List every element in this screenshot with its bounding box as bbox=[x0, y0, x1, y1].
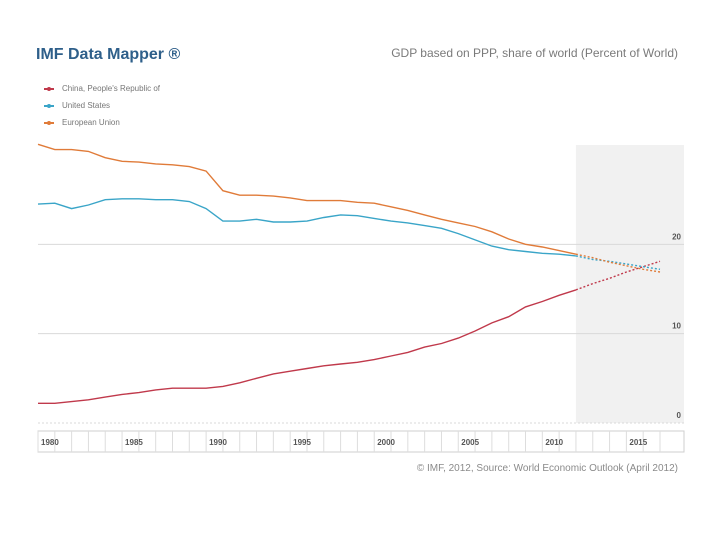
x-tick-label: 2000 bbox=[377, 438, 395, 447]
series-line-us bbox=[37, 198, 576, 257]
brand-title: IMF Data Mapper ® bbox=[36, 46, 181, 63]
projection-shade bbox=[575, 145, 684, 423]
x-tick-label: 2005 bbox=[461, 438, 479, 447]
chart-title: GDP based on PPP, share of world (Percen… bbox=[391, 46, 678, 60]
legend-item-eu[interactable]: European Union bbox=[44, 114, 160, 131]
legend-swatch-eu bbox=[44, 120, 54, 125]
y-tick-label: 10 bbox=[672, 322, 681, 331]
source-note: © IMF, 2012, Source: World Economic Outl… bbox=[416, 463, 678, 474]
legend: China, People's Republic of United State… bbox=[44, 80, 160, 131]
y-tick-label: 0 bbox=[677, 411, 682, 420]
series-line-china bbox=[38, 289, 577, 404]
legend-label-china: China, People's Republic of bbox=[62, 84, 161, 93]
x-tick-label: 2010 bbox=[545, 438, 563, 447]
legend-label-eu: European Union bbox=[62, 118, 120, 127]
series-line-eu bbox=[37, 143, 577, 255]
legend-item-us[interactable]: United States bbox=[44, 97, 160, 114]
series-projection-china bbox=[575, 260, 661, 291]
legend-swatch-china bbox=[44, 86, 54, 91]
x-tick-label: 1990 bbox=[209, 438, 227, 447]
x-tick-label: 1995 bbox=[293, 438, 311, 447]
y-tick-label: 20 bbox=[672, 232, 681, 241]
x-tick-label: 1980 bbox=[41, 438, 59, 447]
legend-item-china[interactable]: China, People's Republic of bbox=[44, 80, 160, 97]
legend-label-us: United States bbox=[62, 101, 111, 110]
x-tick-label: 2015 bbox=[629, 438, 647, 447]
x-tick-label: 1985 bbox=[125, 438, 143, 447]
legend-swatch-us bbox=[44, 103, 54, 108]
